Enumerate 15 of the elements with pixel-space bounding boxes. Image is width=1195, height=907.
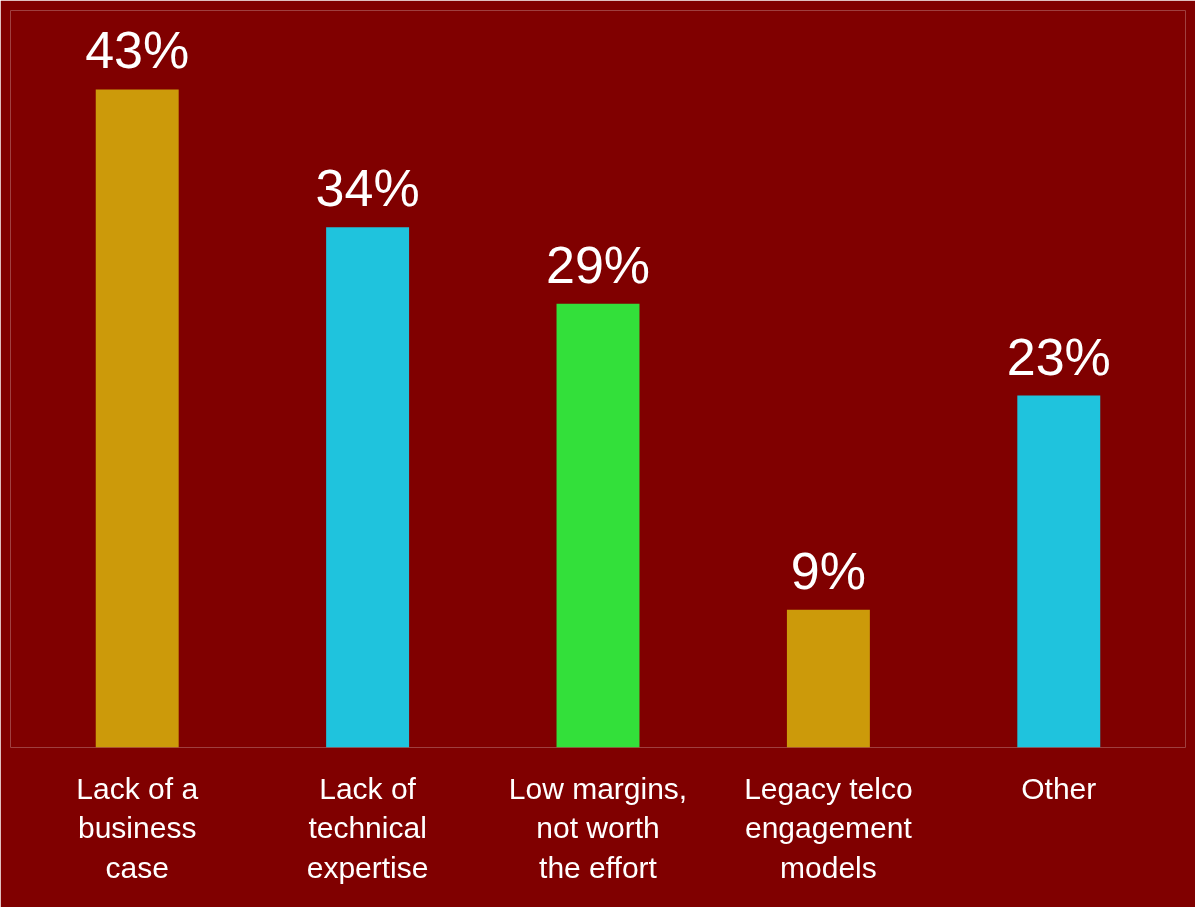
data-label: 23% — [1006, 327, 1111, 386]
data-label: 43% — [85, 21, 190, 80]
data-label: 9% — [790, 541, 866, 600]
x-tick-label: Lack of technical expertise — [306, 771, 429, 884]
x-tick-label: Low margins, not worth the effort — [508, 771, 688, 884]
data-label: 34% — [315, 159, 420, 218]
bar — [1017, 395, 1101, 748]
bar — [95, 89, 179, 748]
x-tick-label: Other — [1021, 771, 1097, 805]
x-tick-label: Legacy telco engagement models — [744, 771, 913, 884]
data-label: 29% — [545, 235, 651, 294]
bar — [326, 227, 410, 748]
x-tick-label: Lack of a business case — [76, 771, 199, 884]
bar — [556, 303, 640, 748]
bar — [786, 609, 870, 748]
